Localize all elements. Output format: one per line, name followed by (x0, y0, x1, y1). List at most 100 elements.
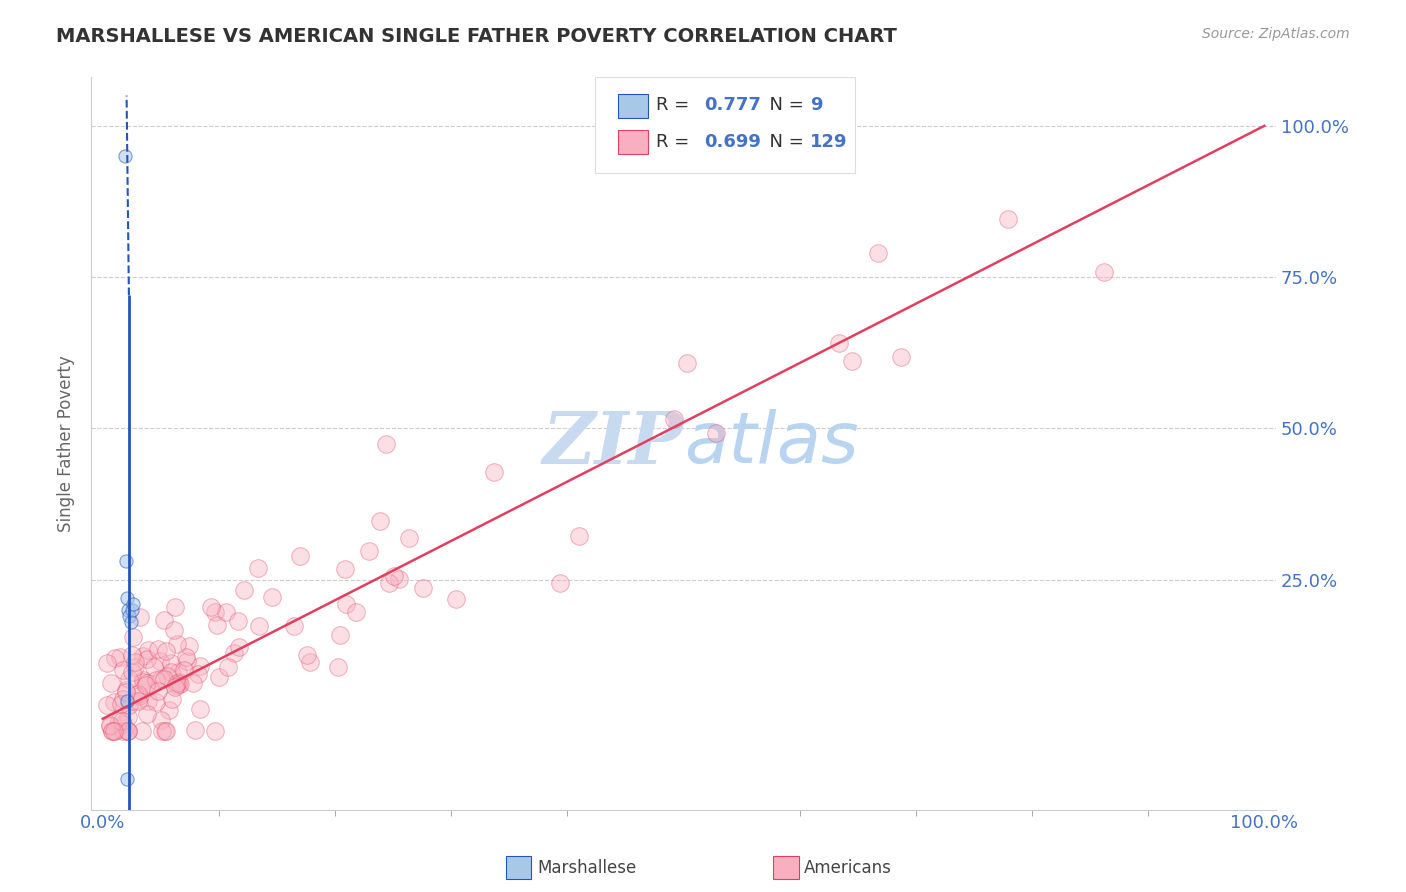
Point (398, 531, 420, 545)
Point (188, 702, 211, 716)
Text: MARSHALLESE VS AMERICAN SINGLE FATHER POVERTY CORRELATION CHART: MARSHALLESE VS AMERICAN SINGLE FATHER PO… (56, 27, 897, 45)
Point (121, 665, 143, 679)
Point (662, 411, 685, 425)
Point (215, 606, 238, 620)
Point (378, 576, 401, 591)
Point (132, 673, 155, 688)
Point (155, 723, 177, 738)
Text: R =: R = (657, 133, 696, 151)
Point (357, 544, 380, 558)
Point (118, 698, 141, 713)
Point (122, 597, 145, 611)
Y-axis label: Single Father Poverty: Single Father Poverty (58, 355, 75, 532)
Point (841, 354, 863, 368)
Point (131, 723, 153, 738)
Point (101, 723, 124, 738)
Point (149, 655, 172, 669)
Point (165, 600, 187, 615)
Text: 129: 129 (810, 133, 848, 151)
Point (111, 714, 134, 729)
Point (121, 648, 143, 663)
Point (115, 723, 138, 738)
Text: 0.699: 0.699 (703, 133, 761, 151)
Text: R =: R = (657, 96, 696, 114)
Point (163, 623, 186, 637)
Point (132, 674, 155, 689)
Point (224, 646, 246, 660)
Point (96, 698, 118, 713)
Point (676, 356, 699, 370)
Point (246, 561, 269, 575)
Point (163, 680, 186, 694)
Point (146, 641, 169, 656)
Point (153, 723, 176, 738)
FancyBboxPatch shape (595, 78, 855, 173)
Point (122, 631, 145, 645)
Point (135, 678, 157, 692)
Point (127, 694, 149, 708)
Point (217, 660, 239, 674)
Point (127, 687, 149, 701)
Text: N =: N = (758, 133, 810, 151)
Point (169, 676, 191, 690)
Point (205, 617, 228, 632)
Point (382, 568, 405, 582)
Point (103, 695, 125, 709)
Point (160, 656, 183, 670)
Point (128, 690, 150, 704)
Point (387, 573, 409, 587)
Point (117, 723, 139, 738)
Point (200, 600, 222, 615)
Point (153, 672, 176, 686)
Point (98, 719, 121, 733)
Point (124, 655, 146, 669)
Text: ZIP: ZIP (543, 408, 683, 479)
Point (160, 692, 183, 706)
Point (548, 575, 571, 590)
Point (146, 684, 169, 698)
FancyBboxPatch shape (619, 94, 648, 118)
Point (150, 713, 173, 727)
Point (121, 603, 143, 617)
Text: Source: ZipAtlas.com: Source: ZipAtlas.com (1202, 27, 1350, 41)
Point (101, 723, 124, 738)
Point (370, 514, 392, 528)
Point (328, 628, 350, 642)
Point (704, 426, 727, 441)
Point (208, 670, 231, 684)
Point (169, 677, 191, 691)
Text: Marshallese: Marshallese (537, 859, 637, 877)
Point (204, 605, 226, 619)
Point (96, 656, 118, 670)
Point (444, 592, 467, 607)
Point (136, 706, 159, 721)
Point (167, 665, 190, 679)
Point (129, 610, 152, 624)
Point (115, 591, 138, 605)
Point (173, 663, 195, 677)
Point (166, 637, 188, 651)
Point (104, 723, 127, 738)
Point (118, 672, 141, 686)
Point (482, 465, 505, 479)
Point (115, 554, 138, 568)
Point (181, 676, 204, 690)
Point (155, 669, 177, 683)
Point (288, 549, 311, 563)
Point (226, 614, 249, 628)
Point (176, 654, 198, 668)
Point (153, 613, 176, 627)
Text: N =: N = (758, 96, 810, 114)
Point (136, 675, 159, 690)
Point (295, 648, 318, 663)
Point (145, 695, 167, 709)
Point (828, 336, 851, 351)
Point (115, 693, 138, 707)
Text: Americans: Americans (804, 859, 893, 877)
Point (299, 655, 322, 669)
Point (135, 652, 157, 666)
Point (179, 639, 201, 653)
Point (165, 677, 187, 691)
Point (108, 714, 131, 729)
Point (150, 723, 173, 738)
